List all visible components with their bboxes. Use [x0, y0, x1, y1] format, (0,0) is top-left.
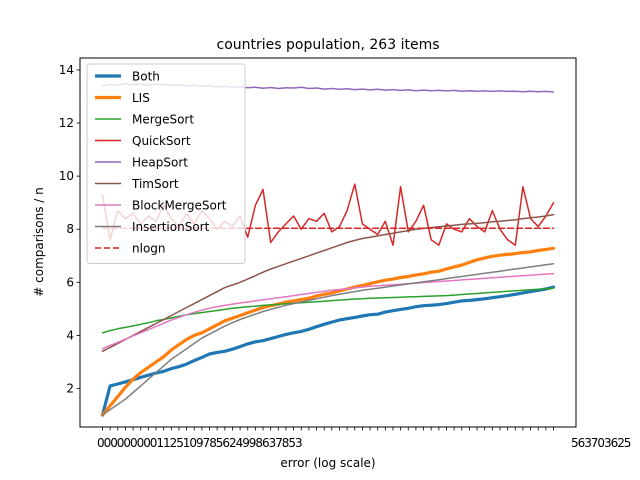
legend-label: HeapSort — [132, 156, 188, 170]
x-tick-label: 0 — [130, 436, 138, 450]
x-tick-label: 0 — [110, 436, 118, 450]
x-tick-label: 7 — [203, 436, 211, 450]
chart-title: countries population, 263 items — [217, 37, 440, 53]
series-line-mergesort — [101, 287, 555, 334]
x-tick-label: 5 — [216, 436, 224, 450]
series-line-timsort — [101, 213, 555, 353]
x-tick-label: 8 — [282, 436, 290, 450]
x-tick-label: 3 — [584, 436, 592, 450]
x-tick-label: 6 — [611, 436, 619, 450]
x-axis-label: error (log scale) — [280, 456, 375, 470]
y-axis-label: # comparisons / n — [32, 187, 46, 296]
x-tick-label: 0 — [597, 436, 605, 450]
x-tick-label: 0 — [150, 436, 158, 450]
legend-label: BlockMergeSort — [132, 199, 227, 213]
x-tick-label: 6 — [578, 436, 586, 450]
x-tick-label: 5 — [571, 436, 579, 450]
x-tick-label: 4 — [236, 436, 244, 450]
series-line-blockmergesort — [101, 272, 555, 350]
y-tick-label: 12 — [59, 116, 74, 130]
legend-label: InsertionSort — [132, 220, 210, 234]
x-tick-label: 0 — [189, 436, 197, 450]
y-tick-label: 2 — [66, 382, 74, 396]
y-tick-label: 14 — [59, 63, 74, 77]
series-line-lis — [100, 246, 556, 417]
legend-label: LIS — [132, 91, 150, 105]
series-line-both — [100, 285, 556, 417]
x-tick-label: 0 — [143, 436, 151, 450]
x-tick-label: 2 — [229, 436, 237, 450]
x-tick-label: 5 — [624, 436, 632, 450]
x-tick-label: 0 — [117, 436, 125, 450]
x-tick-label: 8 — [209, 436, 217, 450]
y-tick-label: 8 — [66, 222, 74, 236]
legend: Both LIS MergeSort QuickSort HeapSort TimSort… — [86, 63, 246, 264]
x-tick-label: 0 — [104, 436, 112, 450]
x-tick-label: 1 — [183, 436, 191, 450]
x-tick-label: 2 — [617, 436, 625, 450]
x-tick-label: 3 — [604, 436, 612, 450]
legend-label: MergeSort — [132, 113, 194, 127]
x-tick-label: 7 — [275, 436, 283, 450]
legend-label: TimSort — [131, 177, 179, 191]
y-tick-label: 10 — [59, 169, 74, 183]
x-tick-label: 5 — [176, 436, 184, 450]
series-line-insertionsort — [101, 262, 555, 416]
x-tick-label: 9 — [196, 436, 204, 450]
x-tick-label: 8 — [255, 436, 263, 450]
y-tick-label: 6 — [66, 275, 74, 289]
legend-label: Both — [132, 70, 160, 84]
legend-box — [86, 63, 246, 264]
x-tick-label: 1 — [156, 436, 164, 450]
x-tick-label: 5 — [288, 436, 296, 450]
legend-label: nlogn — [132, 242, 166, 256]
x-tick-label: 2 — [170, 436, 178, 450]
x-tick-label: 7 — [591, 436, 599, 450]
y-tick-label: 4 — [66, 328, 74, 342]
x-tick-label: 6 — [262, 436, 270, 450]
y-axis: 2 4 6 8 10 12 14 — [59, 63, 80, 396]
x-tick-label: 9 — [242, 436, 250, 450]
plot-frame — [79, 57, 577, 428]
x-tick-label: 3 — [269, 436, 277, 450]
x-tick-label: 6 — [222, 436, 230, 450]
legend-label: QuickSort — [132, 134, 191, 148]
x-tick-label: 1 — [163, 436, 171, 450]
x-tick-label: 9 — [249, 436, 257, 450]
x-tick-label: 0 — [137, 436, 145, 450]
x-tick-label: 0 — [97, 436, 105, 450]
x-tick-label: 0 — [123, 436, 131, 450]
x-tick-label: 3 — [295, 436, 303, 450]
